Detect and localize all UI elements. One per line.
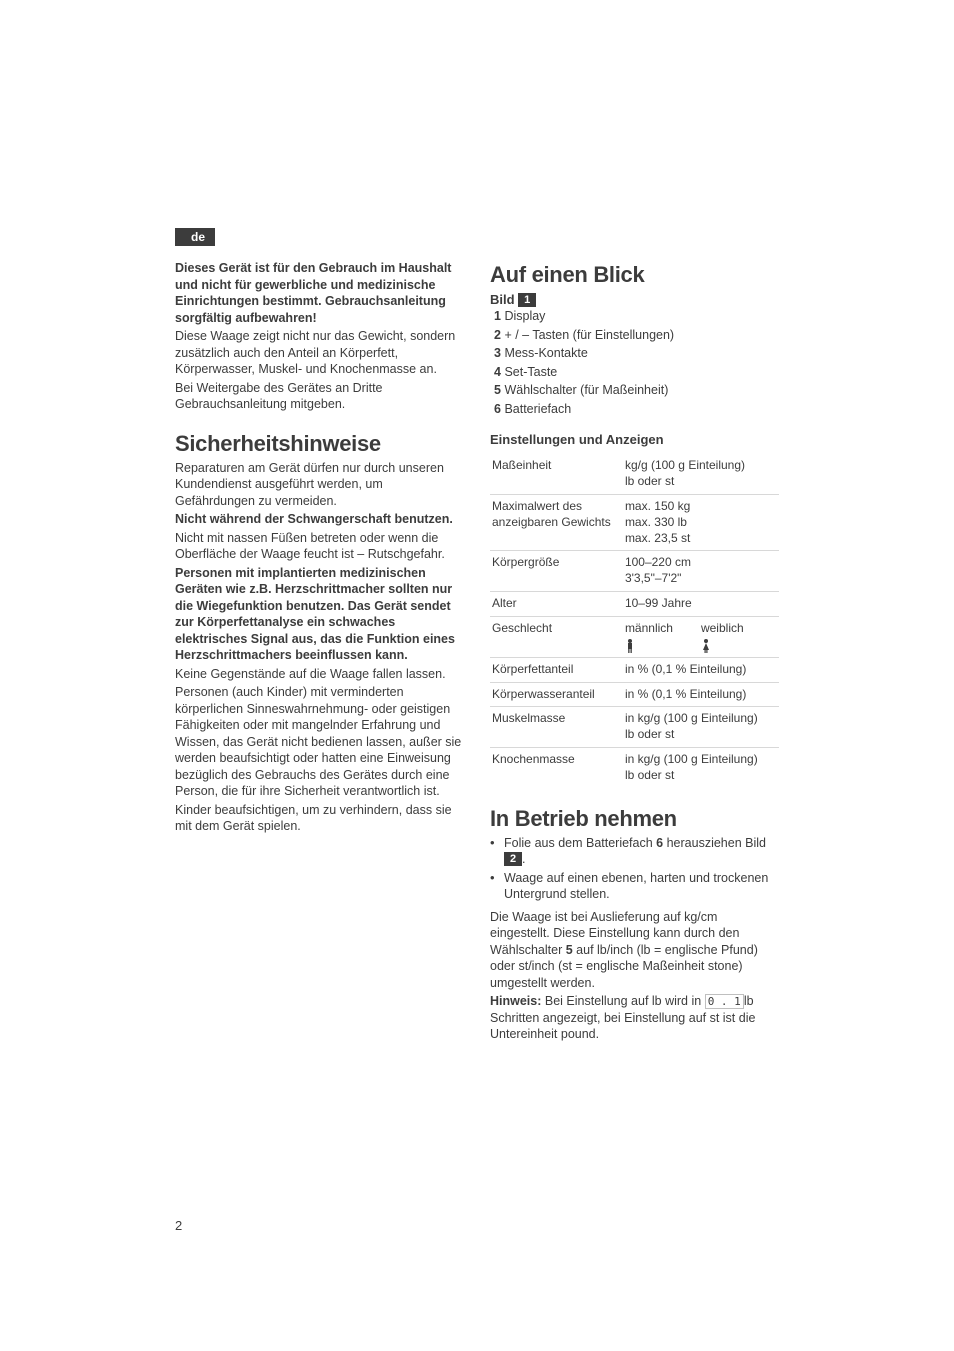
table-row: Körperwasseranteil in % (0,1 % Einteilun… <box>490 682 779 707</box>
spec-value: kg/g (100 g Einteilung) lb oder st <box>623 454 779 494</box>
part-num: 5 <box>494 383 501 397</box>
gender-male-label: männlich <box>625 621 673 637</box>
heading-startup: In Betrieb nehmen <box>490 804 779 833</box>
spec-label: Maßeinheit <box>490 454 623 494</box>
part-text: Batteriefach <box>504 402 571 416</box>
part-num: 4 <box>494 365 501 379</box>
intro-warning: Dieses Gerät ist für den Gebrauch im Hau… <box>175 260 464 326</box>
bild-number-box: 2 <box>504 852 522 866</box>
spec-value: in kg/g (100 g Einteilung) lb oder st <box>623 748 779 788</box>
spec-label: Körpergröße <box>490 551 623 592</box>
left-column: Dieses Gerät ist für den Gebrauch im Hau… <box>175 260 464 1045</box>
spec-value: max. 150 kg max. 330 lb max. 23,5 st <box>623 495 779 551</box>
spec-label: Alter <box>490 592 623 617</box>
spec-label: Knochenmasse <box>490 748 623 788</box>
specs-table: Maßeinheit kg/g (100 g Einteilung) lb od… <box>490 454 779 787</box>
spec-label: Körperwasseranteil <box>490 682 623 707</box>
list-item: 1 Display <box>494 308 779 325</box>
page: de Dieses Gerät ist für den Gebrauch im … <box>0 0 954 1351</box>
male-icon <box>625 639 635 653</box>
spec-value: 10–99 Jahre <box>623 592 779 617</box>
heading-safety: Sicherheitshinweise <box>175 429 464 458</box>
table-row: Maßeinheit kg/g (100 g Einteilung) lb od… <box>490 454 779 494</box>
ref-num: 5 <box>566 943 573 957</box>
spec-value: männlich weiblich <box>623 616 779 657</box>
bild-line: Bild 1 <box>490 291 779 308</box>
right-column: Auf einen Blick Bild 1 1 Display 2 + / –… <box>490 260 779 1045</box>
bild-label: Bild <box>490 292 515 307</box>
table-row: Alter 10–99 Jahre <box>490 592 779 617</box>
spec-label: Maximalwert des anzeigbaren Gewichts <box>490 495 623 551</box>
list-item: 5 Wählschalter (für Maßeinheit) <box>494 382 779 399</box>
gender-female-label: weiblich <box>701 621 744 637</box>
heading-overview: Auf einen Blick <box>490 260 779 289</box>
safety-paragraph-4: Personen (auch Kinder) mit verminderten … <box>175 684 464 800</box>
list-item: 6 Batteriefach <box>494 401 779 418</box>
safety-paragraph-2: Nicht mit nassen Füßen betreten oder wen… <box>175 530 464 563</box>
two-column-layout: Dieses Gerät ist für den Gebrauch im Hau… <box>175 260 779 1045</box>
part-num: 2 <box>494 328 501 342</box>
text: Folie aus dem Batteriefach <box>504 836 656 850</box>
list-item: 2 + / – Tasten (für Einstellungen) <box>494 327 779 344</box>
text: herausziehen Bild <box>663 836 766 850</box>
intro-paragraph-2: Bei Weitergabe des Gerätes an Dritte Geb… <box>175 380 464 413</box>
part-text: Wählschalter (für Maßeinheit) <box>504 383 668 397</box>
hinweis-label: Hinweis: <box>490 994 541 1008</box>
part-text: Set-Taste <box>504 365 557 379</box>
part-num: 1 <box>494 309 501 323</box>
part-num: 6 <box>494 402 501 416</box>
list-item: Waage auf einen ebenen, harten und trock… <box>504 870 779 903</box>
table-row: Muskelmasse in kg/g (100 g Einteilung) l… <box>490 707 779 748</box>
safety-paragraph-1: Reparaturen am Gerät dürfen nur durch un… <box>175 460 464 510</box>
list-item: 4 Set-Taste <box>494 364 779 381</box>
parts-list: 1 Display 2 + / – Tasten (für Einstellun… <box>490 308 779 417</box>
safety-paragraph-5: Kinder beaufsichtigen, um zu verhindern,… <box>175 802 464 835</box>
text: . <box>522 852 525 866</box>
spec-label: Körperfettanteil <box>490 657 623 682</box>
safety-bold-1: Nicht während der Schwangerschaft benutz… <box>175 511 464 528</box>
spec-value: in % (0,1 % Einteilung) <box>623 682 779 707</box>
spec-label: Geschlecht <box>490 616 623 657</box>
intro-paragraph-1: Diese Waage zeigt nicht nur das Gewicht,… <box>175 328 464 378</box>
female-icon <box>701 639 711 653</box>
table-row: Geschlecht männlich weiblich <box>490 616 779 657</box>
safety-bold-2: Personen mit implantierten medizinischen… <box>175 565 464 664</box>
list-item: Folie aus dem Batteriefach 6 herausziehe… <box>504 835 779 868</box>
part-text: + / – Tasten (für Einstellungen) <box>504 328 674 342</box>
startup-paragraph: Die Waage ist bei Auslieferung auf kg/cm… <box>490 909 779 992</box>
part-num: 3 <box>494 346 501 360</box>
spec-value: in % (0,1 % Einteilung) <box>623 657 779 682</box>
bild-number-box: 1 <box>518 293 536 307</box>
spec-label: Muskelmasse <box>490 707 623 748</box>
safety-paragraph-3: Keine Gegenstände auf die Waage fallen l… <box>175 666 464 683</box>
language-badge: de <box>175 228 215 246</box>
spec-value: 100–220 cm 3'3,5"–7'2" <box>623 551 779 592</box>
startup-list: Folie aus dem Batteriefach 6 herausziehe… <box>490 835 779 903</box>
spec-value: in kg/g (100 g Einteilung) lb oder st <box>623 707 779 748</box>
table-row: Körpergröße 100–220 cm 3'3,5"–7'2" <box>490 551 779 592</box>
table-row: Maximalwert des anzeigbaren Gewichts max… <box>490 495 779 551</box>
part-text: Display <box>504 309 545 323</box>
table-row: Knochenmasse in kg/g (100 g Einteilung) … <box>490 748 779 788</box>
page-number: 2 <box>175 1218 182 1233</box>
table-row: Körperfettanteil in % (0,1 % Einteilung) <box>490 657 779 682</box>
part-text: Mess-Kontakte <box>504 346 587 360</box>
display-glyph: 0 . 1 <box>705 994 744 1009</box>
list-item: 3 Mess-Kontakte <box>494 345 779 362</box>
hinweis-paragraph: Hinweis: Bei Einstellung auf lb wird in … <box>490 993 779 1043</box>
settings-heading: Einstellungen und Anzeigen <box>490 431 779 448</box>
text: Bei Einstellung auf lb wird in <box>541 994 704 1008</box>
